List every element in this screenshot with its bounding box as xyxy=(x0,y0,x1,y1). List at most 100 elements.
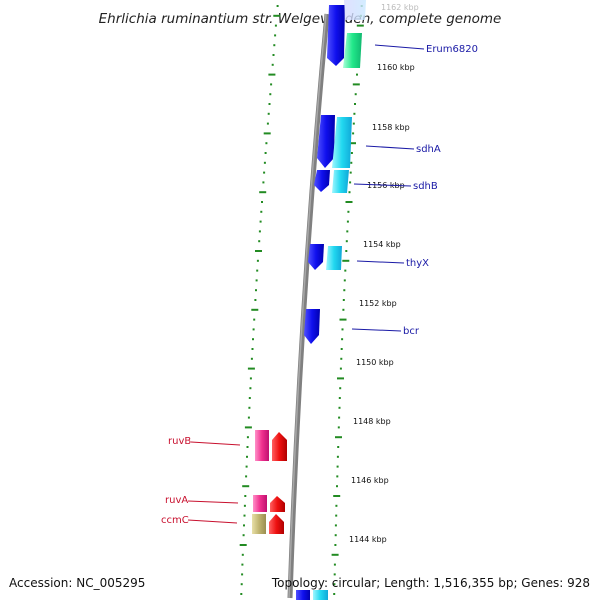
minor-tick xyxy=(268,103,271,105)
major-tick xyxy=(244,426,252,429)
minor-tick xyxy=(259,220,262,223)
gene-arrow-sdha[interactable] xyxy=(317,115,335,168)
minor-tick xyxy=(252,338,254,341)
gene-arrow-ccmc-pair[interactable] xyxy=(269,514,284,534)
gene-label-bcr[interactable]: bcr xyxy=(403,326,420,337)
gene-label-ruva[interactable]: ruvA xyxy=(165,495,188,506)
major-tick xyxy=(255,250,262,252)
minor-tick xyxy=(356,73,358,76)
gene-arrow-thyx[interactable] xyxy=(308,244,324,270)
minor-tick xyxy=(343,279,346,282)
minor-tick xyxy=(241,573,244,576)
minor-tick xyxy=(354,103,356,105)
leader-line-ruva xyxy=(187,500,239,504)
kbp-label: 1148 kbp xyxy=(353,417,391,426)
minor-tick xyxy=(244,495,247,497)
major-tick xyxy=(247,367,255,370)
minor-tick xyxy=(274,24,277,27)
minor-tick xyxy=(341,328,344,331)
gene-arrow-sdhb-pair[interactable] xyxy=(332,170,349,193)
genome-stats-text: Topology: circular; Length: 1,516,355 bp… xyxy=(271,576,590,590)
major-tick xyxy=(352,83,360,86)
minor-tick xyxy=(334,544,337,546)
minor-tick xyxy=(345,250,348,252)
minor-tick xyxy=(336,455,339,458)
minor-tick xyxy=(245,465,248,468)
minor-tick xyxy=(333,593,336,595)
kbp-label: 1152 kbp xyxy=(359,299,397,308)
minor-tick xyxy=(253,318,256,321)
gene-arrow-sdha-pair[interactable] xyxy=(332,117,352,168)
minor-tick xyxy=(249,377,252,380)
minor-tick xyxy=(255,289,257,292)
major-tick xyxy=(259,191,267,194)
minor-tick xyxy=(336,475,339,478)
minor-tick xyxy=(354,93,357,96)
gene-arrow-faded-top xyxy=(344,0,366,20)
minor-tick xyxy=(242,534,245,537)
gene-label-ruvb[interactable]: ruvB xyxy=(168,436,191,447)
minor-tick xyxy=(263,161,266,164)
minor-tick xyxy=(270,83,273,86)
minor-tick xyxy=(245,475,248,478)
major-tick xyxy=(242,485,250,488)
gene-arrow-ruvb-pair[interactable] xyxy=(272,432,287,461)
minor-tick xyxy=(260,210,263,213)
gene-arrow-ruvb[interactable] xyxy=(255,430,269,461)
gene-arrow-thyx-pair[interactable] xyxy=(326,246,342,270)
minor-tick xyxy=(256,259,259,262)
minor-tick xyxy=(256,269,259,272)
minor-tick xyxy=(350,161,353,164)
map-title: Ehrlichia ruminantium str. Welgevonden, … xyxy=(99,11,502,27)
minor-tick xyxy=(353,112,356,115)
gene-arrow-ccmc[interactable] xyxy=(252,514,266,534)
minor-tick xyxy=(272,54,275,56)
kbp-label: 1160 kbp xyxy=(377,63,415,72)
minor-tick xyxy=(243,504,246,507)
major-tick xyxy=(339,318,347,321)
gene-arrow-erum6820[interactable] xyxy=(327,5,345,66)
minor-tick xyxy=(258,240,261,243)
minor-tick xyxy=(346,230,349,233)
kbp-label: 1154 kbp xyxy=(363,240,401,249)
minor-tick xyxy=(333,583,336,586)
minor-tick xyxy=(346,220,349,223)
minor-tick xyxy=(343,289,346,292)
minor-tick xyxy=(241,563,244,566)
minor-tick xyxy=(262,181,265,184)
gene-arrow-ruva-pair[interactable] xyxy=(270,496,285,512)
gene-label-sdhb[interactable]: sdhB xyxy=(413,181,438,192)
major-tick xyxy=(263,132,271,135)
minor-tick xyxy=(339,367,342,370)
major-tick xyxy=(335,436,342,439)
minor-tick xyxy=(274,34,277,37)
minor-tick xyxy=(348,191,351,194)
major-tick xyxy=(331,553,339,556)
leader-line-erum6820 xyxy=(374,44,425,50)
gene-arrow-erum6820-pair[interactable] xyxy=(343,33,362,68)
gene-arrow-sdhb[interactable] xyxy=(314,170,330,192)
leader-line-ccmc xyxy=(187,519,238,524)
minor-tick xyxy=(243,514,246,517)
minor-tick xyxy=(241,553,244,556)
minor-tick xyxy=(248,397,251,399)
minor-tick xyxy=(333,563,336,566)
gene-label-thyx[interactable]: thyX xyxy=(406,258,429,269)
gene-arrow-ruva[interactable] xyxy=(253,495,267,512)
minor-tick xyxy=(345,240,348,243)
gene-arrow-bcr[interactable] xyxy=(304,309,320,344)
gene-label-sdha[interactable]: sdhA xyxy=(416,144,441,155)
gene-label-erum6820[interactable]: Erum6820 xyxy=(426,44,478,55)
forward-strand-genes xyxy=(296,0,366,600)
minor-tick xyxy=(246,455,248,458)
kbp-label: 1158 kbp xyxy=(372,123,410,132)
minor-tick xyxy=(352,132,355,135)
major-tick xyxy=(268,73,276,76)
gene-label-ccmc[interactable]: ccmC xyxy=(161,515,189,526)
minor-tick xyxy=(340,357,343,360)
accession-text: Accession: NC_005295 xyxy=(9,576,146,590)
minor-tick xyxy=(276,5,279,7)
minor-tick xyxy=(265,142,268,145)
minor-tick xyxy=(333,573,336,576)
kbp-label: 1150 kbp xyxy=(356,358,394,367)
